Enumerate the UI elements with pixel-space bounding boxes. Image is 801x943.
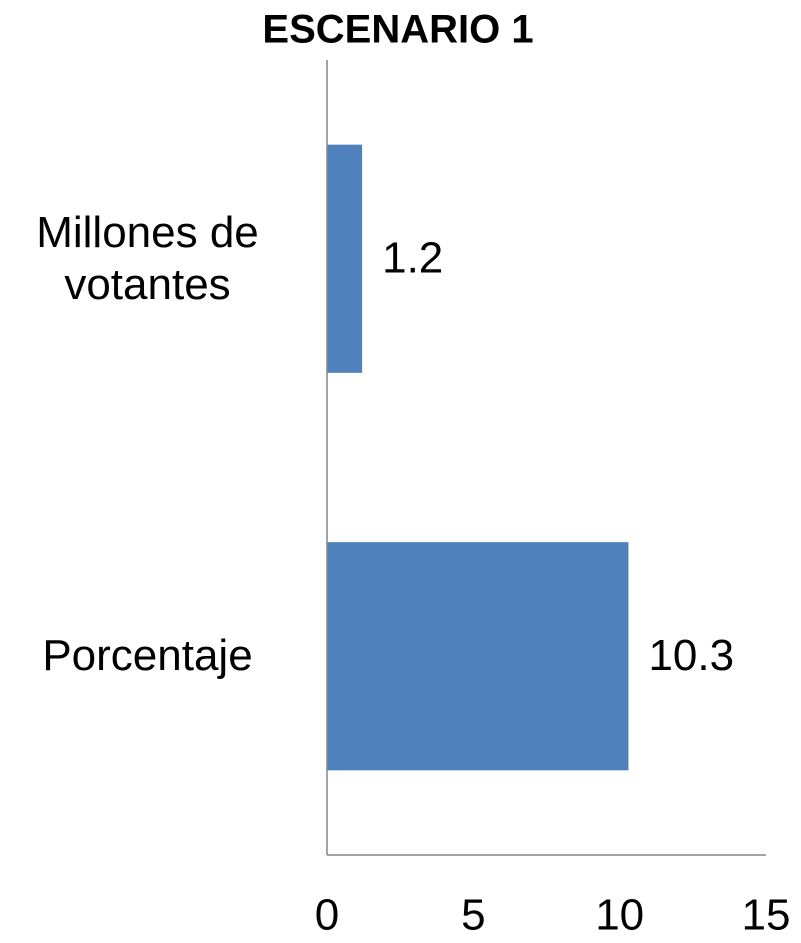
bar (327, 144, 363, 373)
x-tick-label: 15 (742, 891, 791, 940)
x-tick-label: 0 (315, 891, 339, 940)
y-tick-label: Porcentaje (42, 631, 253, 681)
value-label: 1.2 (382, 233, 443, 282)
y-tick-label: Millones de votantes (36, 207, 259, 309)
value-label: 10.3 (648, 631, 734, 680)
x-tick-label: 5 (461, 891, 485, 940)
x-tick-label: 10 (595, 891, 644, 940)
bar (327, 542, 629, 771)
chart-title: ESCENARIO 1 (262, 8, 533, 52)
